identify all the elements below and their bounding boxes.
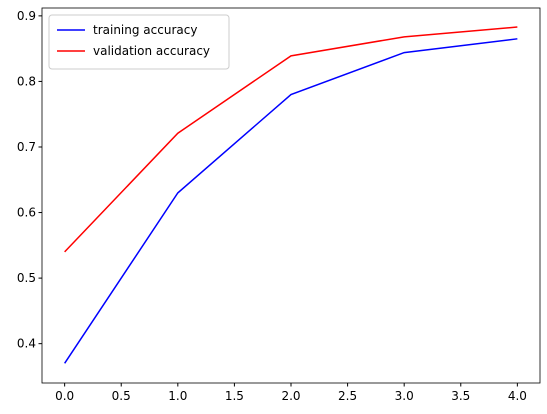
y-tick-label: 0.5 bbox=[17, 271, 36, 285]
x-tick-label: 2.0 bbox=[281, 389, 300, 403]
y-tick-label: 0.7 bbox=[17, 140, 36, 154]
legend-label: validation accuracy bbox=[93, 44, 210, 58]
line-series bbox=[64, 38, 518, 364]
x-tick-label: 1.5 bbox=[225, 389, 244, 403]
x-tick-label: 3.5 bbox=[451, 389, 470, 403]
y-tick-label: 0.4 bbox=[17, 337, 36, 351]
legend-label: training accuracy bbox=[93, 23, 197, 37]
y-tick-label: 0.8 bbox=[17, 74, 36, 88]
plot-frame bbox=[41, 7, 541, 384]
x-tick-label: 1.0 bbox=[168, 389, 187, 403]
legend-box bbox=[48, 14, 230, 70]
x-tick-label: 4.0 bbox=[508, 389, 527, 403]
x-tick-label: 2.5 bbox=[338, 389, 357, 403]
x-tick-label: 0.0 bbox=[55, 389, 74, 403]
x-tick-label: 3.0 bbox=[395, 389, 414, 403]
y-tick-label: 0.9 bbox=[17, 9, 36, 23]
y-tick-label: 0.6 bbox=[17, 206, 36, 220]
x-tick-label: 0.5 bbox=[112, 389, 131, 403]
line-series bbox=[64, 26, 518, 253]
